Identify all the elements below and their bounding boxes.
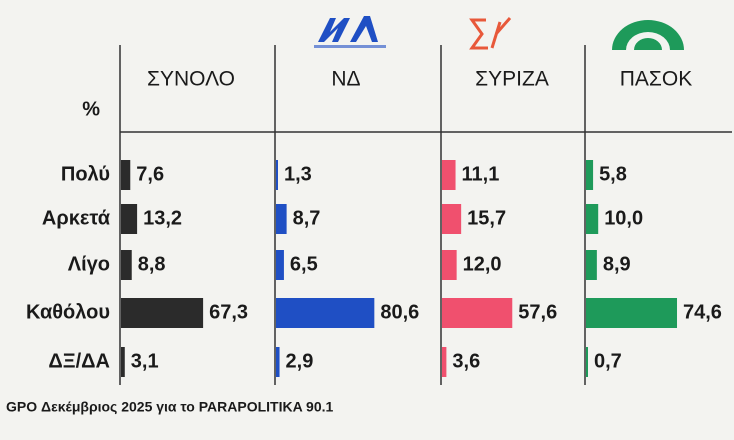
series-name: ΣΥΡΙΖΑ [475, 68, 549, 91]
row-label: Αρκετά [42, 207, 111, 229]
bar [121, 160, 131, 190]
bar [276, 347, 280, 377]
row-label: Πολύ [61, 163, 110, 185]
bar [442, 160, 456, 190]
value-label: 80,6 [380, 301, 419, 323]
syriza-logo [469, 17, 512, 50]
series-name: ΠΑΣΟΚ [620, 68, 693, 91]
value-label: 8,9 [603, 253, 631, 275]
series-name: ΝΔ [331, 68, 360, 91]
value-label: 3,6 [452, 350, 480, 372]
bar [586, 250, 597, 280]
bar [442, 250, 457, 280]
value-label: 8,7 [293, 207, 321, 229]
value-label: 13,2 [143, 207, 182, 229]
bar [586, 298, 678, 328]
bar [442, 347, 447, 377]
value-label: 1,3 [284, 163, 312, 185]
bar [442, 298, 513, 328]
unit-label: % [82, 98, 100, 120]
value-label: 3,1 [131, 350, 159, 372]
bar [586, 160, 594, 190]
pasok-logo [612, 20, 684, 50]
bar [121, 298, 204, 328]
value-label: 7,6 [136, 163, 164, 185]
bar [586, 204, 599, 234]
bar [276, 160, 278, 190]
nd-logo [314, 16, 386, 48]
bar [276, 250, 284, 280]
series-name: ΣΥΝΟΛΟ [147, 68, 235, 91]
value-label: 12,0 [463, 253, 502, 275]
row-label: Καθόλου [26, 301, 110, 323]
bar [586, 347, 588, 377]
value-label: 15,7 [467, 207, 506, 229]
bar [121, 347, 125, 377]
bar [121, 204, 138, 234]
value-label: 6,5 [290, 253, 318, 275]
value-label: 8,8 [138, 253, 166, 275]
value-label: 11,1 [462, 163, 500, 185]
value-label: 10,0 [604, 207, 643, 229]
row-label: ΔΞ/ΔΑ [48, 350, 110, 372]
value-label: 74,6 [683, 301, 722, 323]
bar [442, 204, 462, 234]
value-label: 2,9 [286, 350, 314, 372]
source: GPO Δεκέμβριος 2025 για το PARAPOLITIKA … [6, 399, 334, 415]
bar [121, 250, 132, 280]
row-label: Λίγο [68, 253, 110, 275]
value-label: 5,8 [599, 163, 627, 185]
value-label: 57,6 [518, 301, 557, 323]
bar [276, 298, 375, 328]
bar [276, 204, 287, 234]
value-label: 67,3 [209, 301, 248, 323]
value-label: 0,7 [594, 350, 622, 372]
